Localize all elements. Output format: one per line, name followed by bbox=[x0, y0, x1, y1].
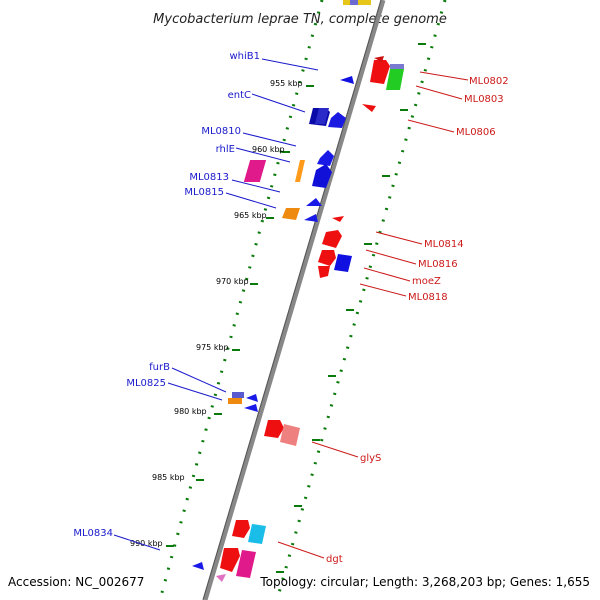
gene-label: entC bbox=[228, 90, 251, 101]
gene-feature-moeZ bbox=[334, 254, 352, 272]
gene-label: dgt bbox=[326, 554, 343, 565]
map-title: Mycobacterium leprae TN, complete genome bbox=[153, 12, 447, 27]
gene-label: rhlE bbox=[216, 144, 235, 155]
gene-feature-pink-small bbox=[216, 574, 226, 582]
gene-feature-dgt bbox=[248, 524, 266, 544]
forward-strand-features bbox=[220, 56, 404, 578]
gene-feature-small-blue bbox=[304, 214, 318, 222]
gene-label: moeZ bbox=[412, 276, 441, 287]
tick-label: 970 kbp bbox=[216, 277, 249, 286]
gene-feature-dgt-b bbox=[220, 548, 240, 572]
gene-feature-ML0810 bbox=[328, 112, 346, 128]
tick-label: 990 kbp bbox=[130, 539, 163, 548]
tick-label: 985 kbp bbox=[152, 473, 185, 482]
reverse-strand-features bbox=[192, 76, 354, 582]
gene-feature-ML0803-cap bbox=[390, 64, 404, 69]
gene-feature-ML0802 bbox=[370, 60, 390, 84]
gene-feature-ML0814-small bbox=[332, 216, 344, 222]
gene-feature-rhlE bbox=[243, 160, 267, 182]
forward-leader-lines bbox=[277, 71, 469, 559]
gene-feature-ML0813-b bbox=[312, 164, 332, 188]
tick-label: 965 kbp bbox=[234, 211, 267, 220]
gene-feature-glyS-a bbox=[264, 420, 284, 438]
gene-label: ML0803 bbox=[464, 94, 504, 105]
gene-label: ML0816 bbox=[418, 259, 458, 270]
gene-feature-ML0825 bbox=[228, 398, 242, 404]
accession-text: Accession: NC_002677 bbox=[8, 575, 144, 589]
feature-block bbox=[350, 0, 358, 5]
gene-feature-dgt-a bbox=[232, 520, 250, 538]
gene-feature-arrow-b bbox=[244, 404, 258, 412]
major-ticks-inner bbox=[166, 85, 314, 547]
gene-feature-entC-b bbox=[315, 108, 329, 124]
tick-label: 975 kbp bbox=[196, 343, 229, 352]
gene-label: ML0813 bbox=[189, 172, 229, 183]
gene-feature-dgt-c bbox=[236, 550, 256, 578]
gene-label: furB bbox=[149, 362, 170, 373]
gene-label: ML0815 bbox=[184, 187, 224, 198]
gene-feature-ML0815 bbox=[282, 208, 300, 220]
gene-feature-ML0816 bbox=[318, 250, 336, 266]
gene-feature-furB bbox=[232, 392, 244, 398]
major-ticks-outer bbox=[276, 43, 426, 573]
gene-label: ML0802 bbox=[469, 76, 509, 87]
tick-label: 955 kbp bbox=[270, 79, 303, 88]
inner-tick-track bbox=[158, 0, 324, 600]
gene-feature-ML0813 bbox=[317, 150, 334, 166]
gene-label: glyS bbox=[360, 453, 381, 464]
gene-feature-arrow-a bbox=[246, 394, 258, 402]
forward-gene-labels: ML0802 ML0803 ML0806 ML0814 ML0816 moeZ … bbox=[326, 76, 509, 565]
genome-backbone bbox=[202, 0, 386, 600]
gene-feature-ML0834 bbox=[192, 562, 204, 570]
gene-label: ML0825 bbox=[126, 378, 166, 389]
gene-feature-ML0815-arrow bbox=[306, 198, 322, 206]
kbp-tick-labels: 955 kbp 960 kbp 965 kbp 970 kbp 975 kbp … bbox=[130, 79, 303, 548]
reverse-gene-labels: whiB1 entC ML0810 rhlE ML0813 ML0815 fur… bbox=[73, 51, 260, 539]
gene-feature-glyS bbox=[280, 424, 300, 446]
gene-feature-ML0806 bbox=[362, 104, 376, 112]
gene-label: whiB1 bbox=[229, 51, 260, 62]
gene-label: ML0818 bbox=[408, 292, 448, 303]
tick-label: 980 kbp bbox=[174, 407, 207, 416]
reverse-leader-lines bbox=[113, 58, 319, 551]
gene-feature-ML0818 bbox=[318, 266, 330, 278]
gene-feature-ML0814 bbox=[322, 230, 342, 248]
genome-stats-text: Topology: circular; Length: 3,268,203 bp… bbox=[259, 575, 590, 589]
gene-label: ML0806 bbox=[456, 127, 496, 138]
gene-label: ML0810 bbox=[201, 126, 241, 137]
gene-feature-orange-a bbox=[295, 160, 305, 182]
gene-label: ML0834 bbox=[73, 528, 113, 539]
gene-label: ML0814 bbox=[424, 239, 464, 250]
tick-label: 960 kbp bbox=[252, 145, 285, 154]
gene-feature-ML0802-top bbox=[374, 56, 384, 62]
gene-feature-ML0803 bbox=[386, 69, 404, 90]
gene-feature-whiB1 bbox=[340, 76, 354, 84]
